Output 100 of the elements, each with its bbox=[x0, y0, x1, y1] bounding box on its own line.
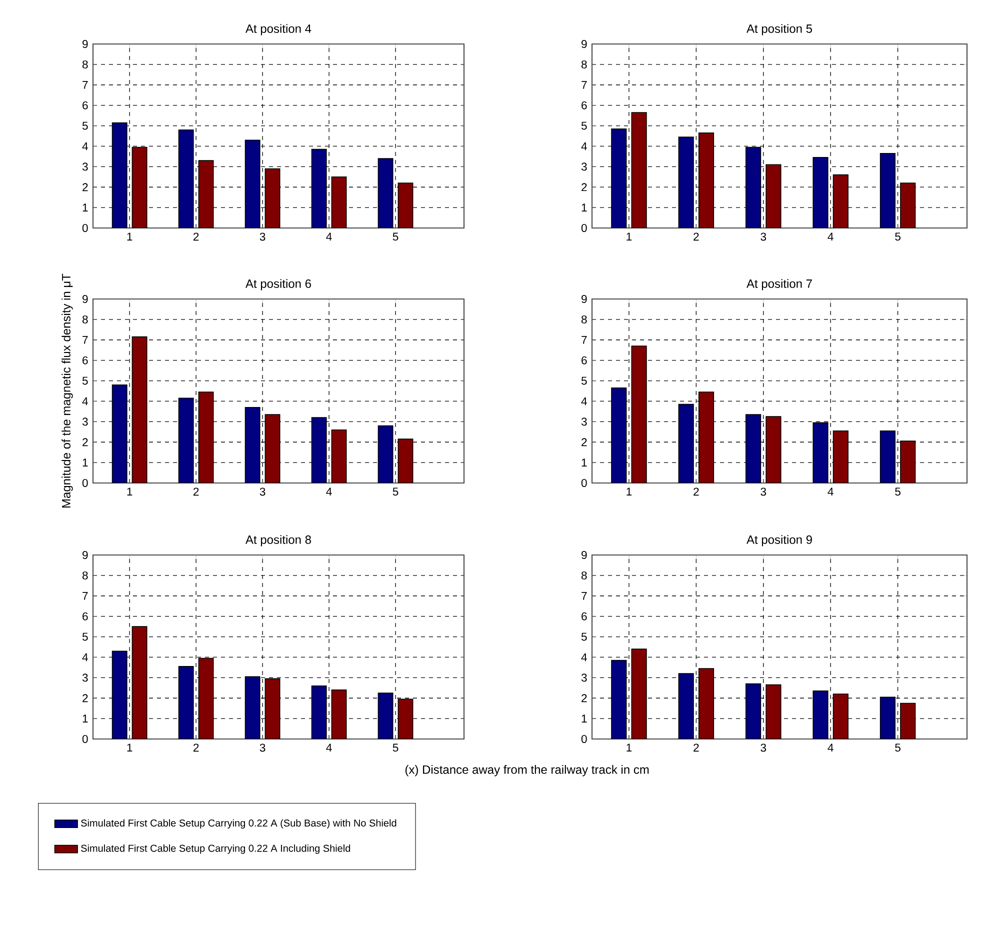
bar bbox=[611, 388, 627, 483]
chart-title: At position 4 bbox=[246, 24, 312, 36]
y-tick-label: 6 bbox=[82, 101, 88, 110]
x-tick-label: 4 bbox=[326, 744, 332, 752]
y-tick-label: 7 bbox=[582, 592, 587, 600]
bar bbox=[678, 673, 694, 739]
bar bbox=[611, 660, 627, 739]
y-tick-label: 2 bbox=[82, 438, 88, 446]
y-tick-label: 7 bbox=[582, 336, 587, 344]
bar bbox=[698, 132, 714, 228]
chart-title: At position 7 bbox=[746, 279, 812, 290]
x-tick-label: 3 bbox=[760, 232, 766, 241]
y-tick-label: 5 bbox=[82, 376, 88, 385]
bar bbox=[766, 684, 782, 739]
bar bbox=[198, 658, 214, 739]
y-tick-label: 2 bbox=[82, 183, 88, 192]
y-tick-label: 7 bbox=[582, 80, 587, 89]
x-tick-label: 4 bbox=[828, 488, 834, 496]
x-tick-label: 5 bbox=[392, 744, 398, 752]
y-tick-label: 4 bbox=[82, 142, 88, 150]
y-tick-label: 3 bbox=[581, 674, 587, 682]
y-tick-label: 8 bbox=[582, 571, 587, 580]
x-tick-label: 1 bbox=[626, 232, 632, 240]
bar bbox=[880, 430, 896, 483]
x-tick-label: 2 bbox=[193, 744, 199, 752]
y-tick-label: 6 bbox=[582, 101, 587, 110]
y-tick-label: 6 bbox=[82, 356, 88, 364]
bar bbox=[331, 429, 347, 483]
y-tick-label: 7 bbox=[82, 592, 88, 600]
y-tick-label: 5 bbox=[82, 122, 88, 130]
x-tick-label: 5 bbox=[392, 232, 398, 241]
x-tick-label: 1 bbox=[127, 232, 132, 241]
bar bbox=[832, 174, 848, 228]
x-tick-label: 3 bbox=[760, 744, 766, 752]
bar bbox=[398, 182, 414, 228]
x-tick-label: 5 bbox=[895, 232, 900, 241]
bar bbox=[746, 146, 762, 228]
bar bbox=[812, 157, 828, 228]
bar bbox=[900, 182, 916, 228]
y-tick-label: 9 bbox=[582, 551, 587, 560]
y-tick-label: 0 bbox=[581, 478, 587, 487]
y-tick-label: 7 bbox=[82, 336, 88, 344]
bar bbox=[264, 678, 280, 739]
y-tick-label: 6 bbox=[82, 612, 88, 620]
legend-label: Simulated First Cable Setup Carrying 0.22 A (Sub Base) with No Shield bbox=[81, 819, 396, 829]
x-tick-label: 4 bbox=[828, 232, 834, 240]
y-tick-label: 1 bbox=[582, 714, 587, 722]
x-tick-label: 1 bbox=[626, 744, 632, 752]
bar bbox=[398, 698, 414, 739]
y-tick-label: 9 bbox=[582, 295, 587, 304]
y-tick-label: 0 bbox=[581, 224, 587, 232]
x-tick-label: 3 bbox=[260, 232, 266, 241]
y-tick-label: 4 bbox=[581, 653, 587, 662]
y-tick-label: 3 bbox=[82, 674, 88, 682]
x-tick-label: 4 bbox=[828, 744, 834, 752]
chart-title: At position 8 bbox=[246, 535, 311, 546]
y-tick-label: 5 bbox=[581, 376, 587, 385]
y-tick-label: 4 bbox=[581, 142, 587, 150]
x-tick-label: 1 bbox=[626, 488, 632, 496]
x-axis-title: (x) Distance away from the railway track in cm bbox=[405, 765, 649, 776]
bar bbox=[631, 112, 647, 228]
y-tick-label: 8 bbox=[82, 60, 88, 68]
bar bbox=[132, 626, 148, 739]
bar bbox=[880, 152, 896, 228]
y-tick-label: 0 bbox=[581, 734, 587, 743]
chart-title: At position 5 bbox=[746, 24, 812, 36]
y-tick-label: 5 bbox=[581, 122, 587, 130]
x-tick-label: 2 bbox=[193, 488, 199, 496]
bar bbox=[812, 422, 828, 483]
x-tick-label: 4 bbox=[326, 488, 332, 496]
chart-title: At position 9 bbox=[746, 535, 812, 546]
x-tick-label: 4 bbox=[326, 232, 332, 241]
bar bbox=[611, 128, 627, 228]
bar bbox=[766, 164, 782, 228]
y-axis-title: Magnitude of the magnetic flux density in μT bbox=[62, 274, 73, 508]
bar bbox=[678, 136, 694, 228]
legend-label: Simulated First Cable Setup Carrying 0.22 A Including Shield bbox=[81, 844, 350, 854]
x-tick-label: 2 bbox=[694, 744, 699, 752]
bar bbox=[678, 404, 694, 483]
x-tick-label: 2 bbox=[193, 232, 199, 241]
x-tick-label: 1 bbox=[127, 488, 132, 496]
bar bbox=[832, 694, 848, 739]
bar bbox=[331, 690, 347, 739]
bar bbox=[880, 696, 896, 739]
y-tick-label: 9 bbox=[582, 40, 587, 48]
chart-title: At position 6 bbox=[246, 279, 311, 290]
y-tick-label: 1 bbox=[582, 458, 587, 466]
x-tick-label: 5 bbox=[895, 488, 900, 496]
y-tick-label: 6 bbox=[582, 612, 587, 620]
bar bbox=[766, 416, 782, 483]
y-tick-label: 4 bbox=[581, 397, 587, 406]
y-tick-label: 4 bbox=[82, 397, 88, 406]
y-tick-label: 1 bbox=[82, 204, 88, 212]
y-tick-label: 8 bbox=[582, 315, 587, 324]
x-tick-label: 2 bbox=[694, 488, 699, 496]
bar bbox=[631, 648, 647, 739]
bar bbox=[900, 702, 916, 739]
bar bbox=[631, 346, 647, 483]
y-tick-label: 3 bbox=[82, 418, 88, 426]
bar bbox=[698, 668, 714, 739]
